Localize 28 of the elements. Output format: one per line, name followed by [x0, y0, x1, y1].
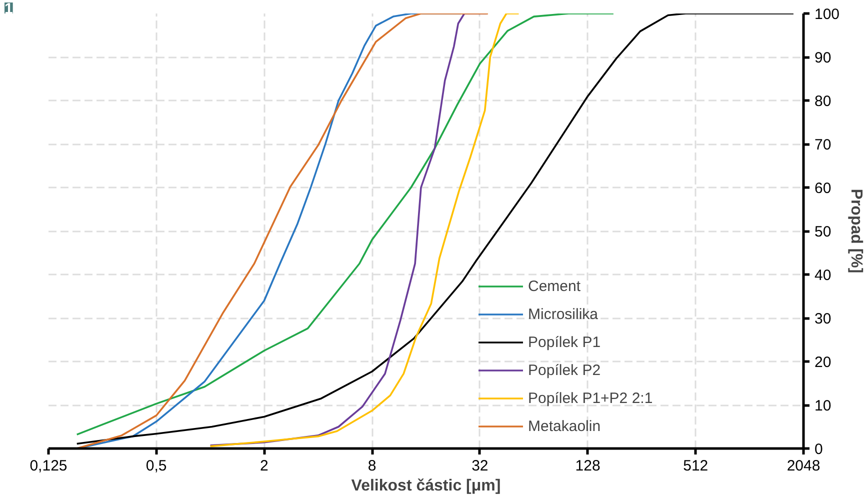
- legend-label: Popílek P1: [528, 334, 601, 350]
- y-tick-label: 30: [814, 310, 832, 328]
- y-tick-label: 60: [814, 180, 832, 197]
- y-axis-title: Propad [%]: [848, 188, 865, 274]
- x-axis-title: Velikost částic [μm]: [351, 478, 501, 494]
- y-tick-label: 90: [814, 50, 832, 66]
- y-tick-label: 40: [814, 267, 832, 284]
- text: 1: [4, 0, 13, 18]
- y-tick-label: 70: [814, 136, 832, 154]
- x-tick-label: 0,125: [30, 458, 68, 474]
- x-tick-label: 2: [260, 458, 268, 474]
- y-tick-label: 50: [814, 224, 832, 240]
- y-tick-label: 80: [814, 93, 832, 110]
- x-tick-label: 8: [368, 458, 376, 474]
- legend-label: Popílek P2: [528, 362, 601, 378]
- y-tick-label: 100: [814, 6, 840, 23]
- y-tick-label: 20: [814, 354, 832, 371]
- x-tick-label: 128: [575, 458, 600, 474]
- y-tick-label: 10: [814, 398, 832, 414]
- y-tick-label: 0: [814, 441, 823, 458]
- x-tick-label: 512: [683, 458, 708, 474]
- legend-label: Cement: [528, 278, 581, 294]
- x-tick-label: 2048: [786, 458, 820, 474]
- legend-label: Metakaolin: [528, 418, 601, 434]
- legend-label: Microsilika: [528, 306, 598, 322]
- x-tick-label: 0,5: [146, 458, 167, 474]
- x-tick-label: 32: [472, 458, 488, 474]
- legend-label: Popílek P1+P2 2:1: [528, 390, 653, 406]
